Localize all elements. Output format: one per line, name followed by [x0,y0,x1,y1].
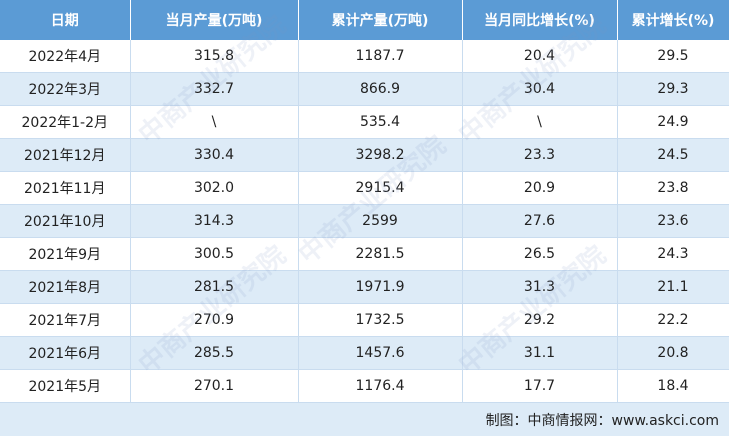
table-cell: 2599 [298,204,463,238]
table-row: 2022年1-2月 \ 535.4 \ 24.9 [0,105,729,139]
table-cell: 270.9 [130,303,299,337]
table-cell: 2281.5 [298,237,463,271]
table-cell: 1732.5 [298,303,463,337]
table-cell: 31.3 [462,270,618,304]
header-cell: 累计增长(%) [617,0,729,40]
table-cell: 24.5 [617,138,729,172]
header-cell: 日期 [0,0,131,40]
table-cell: 300.5 [130,237,299,271]
table-cell: 22.2 [617,303,729,337]
table-cell: 1176.4 [298,369,463,403]
table-cell: 20.4 [462,40,618,73]
table-cell: 30.4 [462,72,618,106]
table-row: 2021年5月 270.1 1176.4 17.7 18.4 [0,369,729,403]
table-body: 2022年4月 315.8 1187.7 20.4 29.5 2022年3月 332.7 86… [0,40,729,436]
table-cell: 314.3 [130,204,299,238]
table-cell: 21.1 [617,270,729,304]
footer-text: 制图：中商情报网：www.askci.com [0,402,729,436]
table-cell: 2022年1-2月 [0,105,131,139]
table-row: 2021年9月 300.5 2281.5 26.5 24.3 [0,237,729,271]
table-cell: 29.5 [617,40,729,73]
table-cell: 866.9 [298,72,463,106]
table-cell: 330.4 [130,138,299,172]
table-cell: 20.8 [617,336,729,370]
table-row: 2021年7月 270.9 1732.5 29.2 22.2 [0,303,729,337]
table-cell: 23.3 [462,138,618,172]
table-cell: 2021年8月 [0,270,131,304]
table-cell: 26.5 [462,237,618,271]
table-row: 2021年12月 330.4 3298.2 23.3 24.5 [0,138,729,172]
table-cell: 2021年11月 [0,171,131,205]
table-cell: 2022年4月 [0,40,131,73]
table-cell: 2021年10月 [0,204,131,238]
header-cell: 累计产量(万吨) [298,0,463,40]
table-cell: 18.4 [617,369,729,403]
table-cell: 3298.2 [298,138,463,172]
table-row: 2021年11月 302.0 2915.4 20.9 23.8 [0,171,729,205]
table-cell: 332.7 [130,72,299,106]
table-cell: 20.9 [462,171,618,205]
table-cell: 2021年9月 [0,237,131,271]
table-cell: 27.6 [462,204,618,238]
header-cell: 当月产量(万吨) [130,0,299,40]
table-cell: 17.7 [462,369,618,403]
table-cell: 270.1 [130,369,299,403]
table-cell: 29.2 [462,303,618,337]
table-cell: 535.4 [298,105,463,139]
table-cell: 2022年3月 [0,72,131,106]
table-row: 2021年6月 285.5 1457.6 31.1 20.8 [0,336,729,370]
table-cell: 1971.9 [298,270,463,304]
table-cell: 2021年6月 [0,336,131,370]
table-cell: 2021年12月 [0,138,131,172]
header-cell: 当月同比增长(%) [462,0,618,40]
header-row: 日期 当月产量(万吨) 累计产量(万吨) 当月同比增长(%) 累计增长(%) [0,0,729,40]
table-cell: 23.8 [617,171,729,205]
table-row: 2021年8月 281.5 1971.9 31.3 21.1 [0,270,729,304]
footer-row: 制图：中商情报网：www.askci.com [0,402,729,436]
table-cell: 24.9 [617,105,729,139]
table-cell: \ [462,105,618,139]
table-cell: 315.8 [130,40,299,73]
table-cell: 24.3 [617,237,729,271]
table-cell: 302.0 [130,171,299,205]
table-row: 2022年3月 332.7 866.9 30.4 29.3 [0,72,729,106]
table-cell: 2915.4 [298,171,463,205]
table-cell: 29.3 [617,72,729,106]
table-cell: 285.5 [130,336,299,370]
table-row: 2021年10月 314.3 2599 27.6 23.6 [0,204,729,238]
table-cell: 1187.7 [298,40,463,73]
table-cell: 1457.6 [298,336,463,370]
table-cell: 281.5 [130,270,299,304]
table-cell: \ [130,105,299,139]
table-row: 2022年4月 315.8 1187.7 20.4 29.5 [0,40,729,73]
table-cell: 2021年5月 [0,369,131,403]
table-cell: 23.6 [617,204,729,238]
table-cell: 2021年7月 [0,303,131,337]
table-cell: 31.1 [462,336,618,370]
